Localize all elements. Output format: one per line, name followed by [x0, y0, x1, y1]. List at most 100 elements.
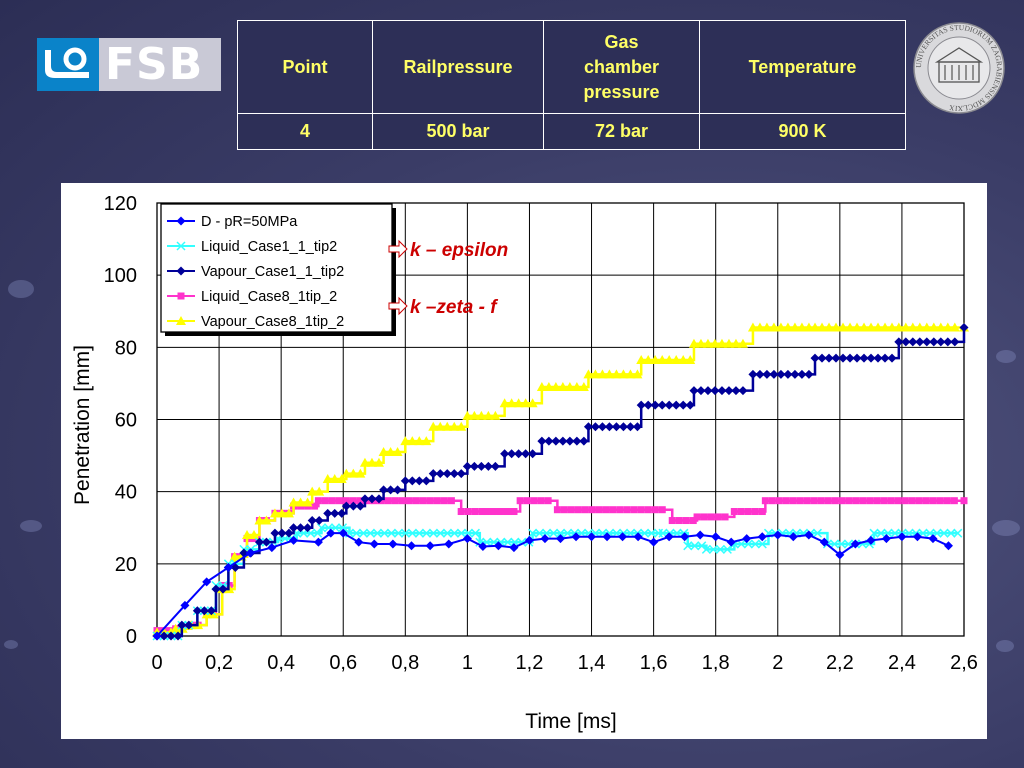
- x-tick-label: 1,8: [702, 652, 730, 674]
- data-point: [553, 506, 561, 514]
- data-point: [356, 497, 364, 505]
- data-point: [671, 400, 681, 410]
- data-point: [349, 497, 357, 505]
- data-point: [852, 497, 860, 505]
- data-point: [838, 353, 848, 363]
- data-point: [611, 422, 621, 432]
- data-point: [313, 528, 323, 538]
- data-point: [657, 354, 668, 364]
- data-point: [650, 354, 661, 364]
- data-point: [442, 528, 452, 538]
- data-point: [887, 497, 895, 505]
- data-point: [369, 539, 379, 549]
- data-point: [199, 606, 209, 616]
- legend-label: Liquid_Case8_1tip_2: [201, 289, 337, 305]
- annotation-arrow-icon: [388, 239, 408, 259]
- data-point: [935, 322, 946, 332]
- data-point: [478, 542, 488, 552]
- data-point: [386, 485, 396, 495]
- data-point: [535, 528, 545, 538]
- data-point: [270, 528, 280, 538]
- data-point: [341, 501, 351, 511]
- data-point: [230, 562, 240, 572]
- table-row: 4 500 bar 72 bar 900 K: [237, 113, 906, 150]
- data-point: [355, 501, 365, 511]
- data-point: [328, 497, 336, 505]
- data-point: [929, 497, 937, 505]
- data-point: [475, 537, 485, 547]
- data-point: [341, 468, 352, 478]
- data-point: [342, 497, 350, 505]
- y-axis-label: Penetration [mm]: [71, 345, 94, 505]
- annotation: k –zeta - f: [388, 296, 498, 318]
- data-point: [303, 523, 313, 533]
- data-point: [476, 461, 486, 471]
- data-point: [567, 506, 575, 514]
- legend-label: Vapour_Case1_1_tip2: [201, 264, 344, 280]
- data-point: [588, 506, 596, 514]
- data-point: [657, 400, 667, 410]
- data-point: [289, 535, 299, 545]
- data-point: [819, 537, 829, 547]
- legend-entry: Vapour_Case8_1tip_2: [167, 314, 344, 330]
- data-point: [469, 410, 480, 420]
- data-point: [242, 529, 253, 539]
- background-dot: [992, 520, 1020, 536]
- data-point: [668, 517, 676, 525]
- data-point: [908, 497, 916, 505]
- data-point: [866, 535, 876, 545]
- data-point: [730, 338, 741, 348]
- data-point: [625, 369, 636, 379]
- data-point: [744, 508, 752, 516]
- data-point: [414, 436, 425, 446]
- data-point: [769, 369, 779, 379]
- fsb-logo-text: FSB: [105, 39, 204, 90]
- fsb-logo-mark-icon: [37, 38, 99, 91]
- data-point: [412, 497, 420, 505]
- data-point: [836, 539, 846, 549]
- data-point: [302, 497, 313, 507]
- data-point: [852, 322, 863, 332]
- data-point: [632, 369, 643, 379]
- data-point: [866, 322, 877, 332]
- data-point: [338, 528, 348, 538]
- data-point: [737, 338, 748, 348]
- data-point: [330, 508, 340, 518]
- data-point: [633, 532, 643, 542]
- data-point: [462, 410, 473, 420]
- data-point: [602, 506, 610, 514]
- data-point: [890, 528, 900, 538]
- data-point: [789, 322, 800, 332]
- data-point: [943, 541, 953, 551]
- data-point: [649, 537, 659, 547]
- data-point: [563, 528, 573, 538]
- data-point: [322, 474, 333, 484]
- data-point: [609, 506, 617, 514]
- data-point: [636, 400, 646, 410]
- series-vapour-case8-1tip-2: [152, 322, 969, 637]
- data-point: [490, 461, 500, 471]
- data-point: [435, 528, 445, 538]
- data-point: [426, 497, 434, 505]
- data-point: [249, 529, 260, 539]
- data-point: [313, 537, 323, 547]
- data-point: [782, 322, 793, 332]
- data-point: [881, 534, 891, 544]
- series-line: [157, 499, 964, 632]
- data-point: [565, 436, 575, 446]
- data-point: [503, 537, 513, 547]
- data-point: [583, 422, 593, 432]
- data-point: [428, 421, 439, 431]
- data-point: [797, 369, 807, 379]
- data-point: [616, 506, 624, 514]
- data-point: [701, 544, 711, 554]
- data-point: [950, 497, 958, 505]
- data-point: [556, 528, 566, 538]
- legend-entry: Liquid_Case1_1_tip2: [167, 239, 337, 255]
- data-point: [873, 322, 884, 332]
- series-line: [157, 326, 964, 634]
- data-point: [543, 382, 554, 392]
- data-point: [637, 506, 645, 514]
- data-point: [457, 508, 465, 516]
- data-point: [950, 337, 960, 347]
